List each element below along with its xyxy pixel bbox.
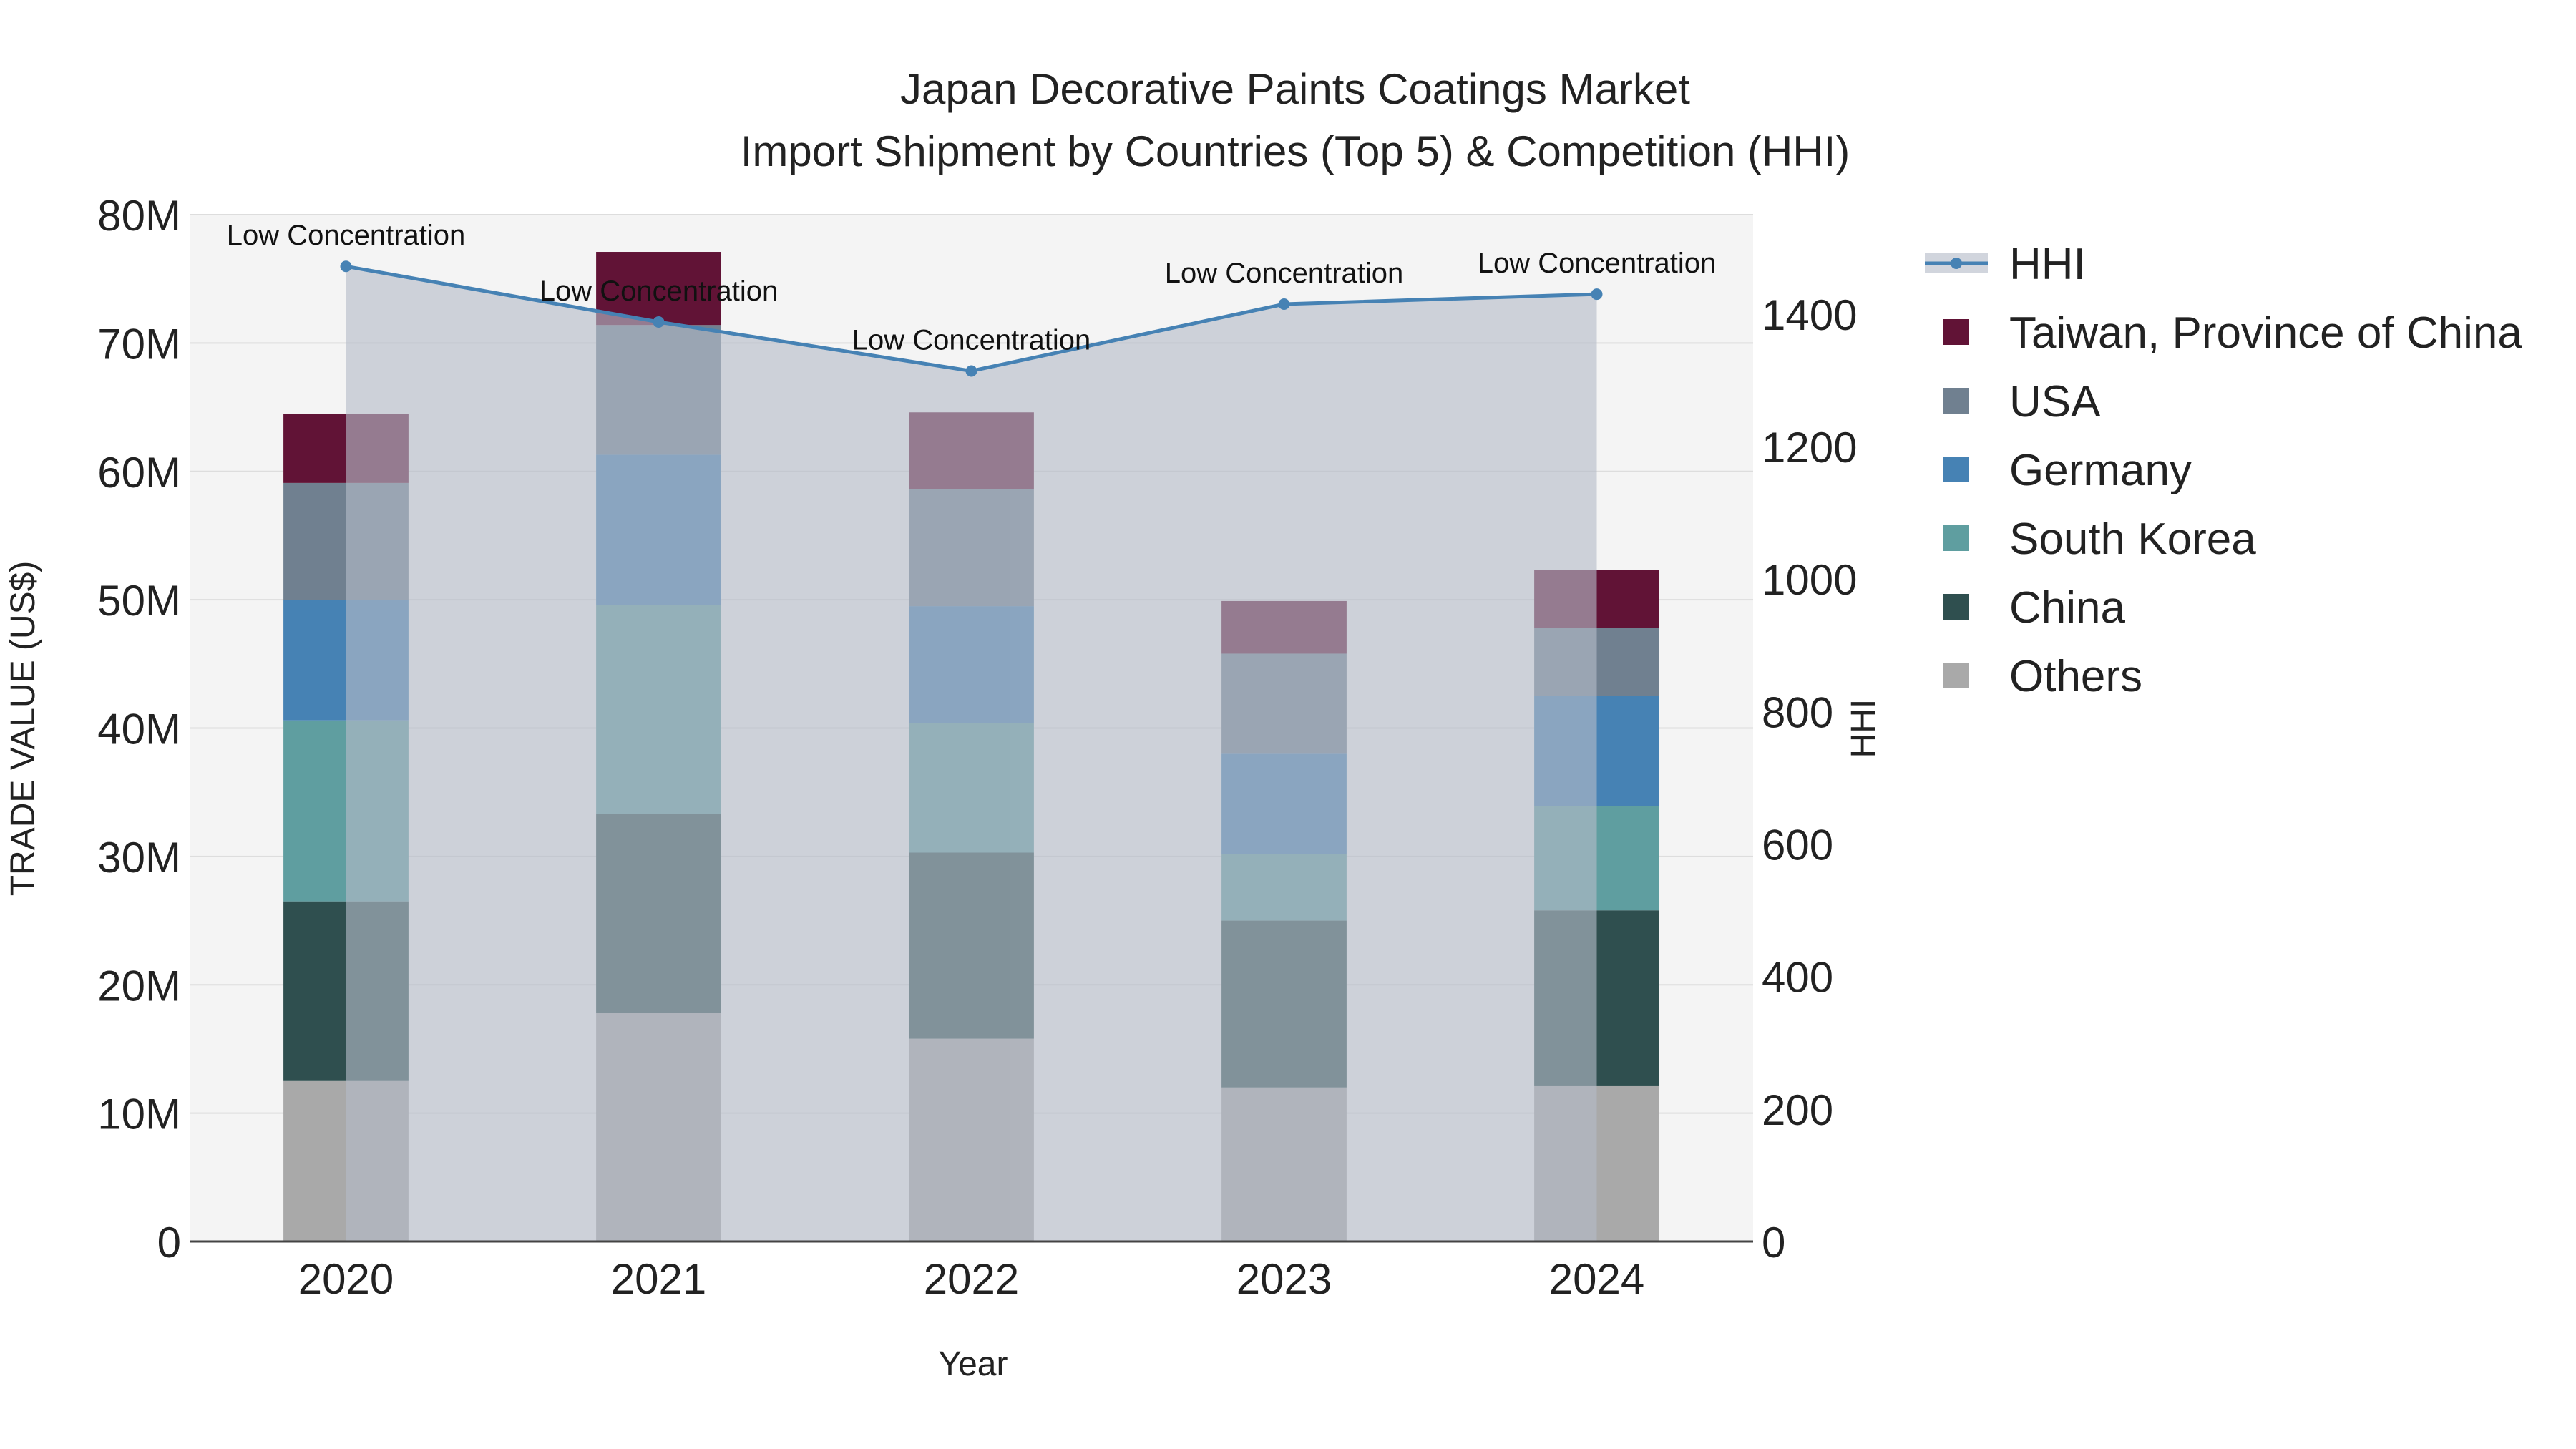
legend-label: Taiwan, Province of China bbox=[2009, 308, 2522, 358]
hhi-annotation: Low Concentration bbox=[1478, 248, 1717, 279]
hhi-point bbox=[340, 260, 352, 273]
legend-label: Others bbox=[2009, 652, 2142, 701]
y-tick-label: 50M bbox=[97, 577, 181, 625]
legend-swatch bbox=[1943, 388, 1969, 414]
y2-tick-label: 800 bbox=[1762, 688, 1833, 736]
x-axis-ticks: 2020 2021 2022 2023 2024 bbox=[298, 1255, 1644, 1303]
y2-tick-label: 1200 bbox=[1762, 424, 1857, 472]
y-tick-label: 60M bbox=[97, 449, 181, 497]
hhi-point bbox=[653, 316, 665, 328]
x-tick-label: 2022 bbox=[924, 1255, 1019, 1303]
hhi-annotation: Low Concentration bbox=[1165, 258, 1404, 289]
x-axis-title: Year bbox=[939, 1345, 1008, 1383]
chart-title-line1: Japan Decorative Paints Coatings Market bbox=[900, 65, 1690, 113]
y2-axis-title: HHI bbox=[1845, 699, 1883, 758]
hhi-point bbox=[1591, 288, 1603, 301]
y-tick-label: 80M bbox=[97, 192, 181, 240]
y2-tick-label: 0 bbox=[1762, 1219, 1785, 1267]
chart-title-line2: Import Shipment by Countries (Top 5) & C… bbox=[741, 127, 1850, 175]
legend-swatch bbox=[1943, 663, 1969, 688]
y-tick-label: 40M bbox=[97, 706, 181, 753]
legend-label: South Korea bbox=[2009, 514, 2256, 564]
y2-tick-label: 200 bbox=[1762, 1086, 1833, 1134]
x-tick-label: 2023 bbox=[1236, 1255, 1332, 1303]
legend-label: Germany bbox=[2009, 446, 2192, 495]
y2-tick-label: 600 bbox=[1762, 821, 1833, 869]
hhi-point bbox=[1278, 298, 1290, 310]
hhi-annotation: Low Concentration bbox=[540, 275, 779, 307]
legend-swatch bbox=[1943, 457, 1969, 482]
legend-label: China bbox=[2009, 583, 2126, 633]
y-tick-label: 10M bbox=[97, 1091, 181, 1138]
legend: HHI Taiwan, Province of China USA Germany So… bbox=[1925, 240, 2522, 701]
legend-swatch bbox=[1943, 594, 1969, 620]
hhi-point bbox=[965, 365, 977, 377]
hhi-layer: Low Concentration Low Concentration Low Co… bbox=[227, 220, 1717, 1241]
x-tick-label: 2020 bbox=[298, 1255, 394, 1303]
hhi-area bbox=[346, 266, 1597, 1241]
legend-hhi-marker bbox=[1951, 258, 1962, 269]
y2-tick-label: 1000 bbox=[1762, 556, 1857, 604]
y-axis-ticks: 0 10M 20M 30M 40M 50M 60M 70M 80M bbox=[97, 192, 181, 1267]
y2-tick-label: 1400 bbox=[1762, 291, 1857, 339]
y-tick-label: 70M bbox=[97, 320, 181, 368]
hhi-annotation: Low Concentration bbox=[852, 324, 1091, 356]
legend-swatch bbox=[1943, 319, 1969, 345]
x-tick-label: 2021 bbox=[611, 1255, 706, 1303]
y-tick-label: 20M bbox=[97, 962, 181, 1010]
y-axis-title: TRADE VALUE (US$) bbox=[4, 561, 42, 897]
y-tick-label: 0 bbox=[157, 1219, 181, 1267]
legend-label: USA bbox=[2009, 377, 2101, 426]
legend-label: HHI bbox=[2009, 240, 2086, 289]
y2-tick-label: 400 bbox=[1762, 954, 1833, 1002]
x-tick-label: 2024 bbox=[1549, 1255, 1644, 1303]
hhi-annotation: Low Concentration bbox=[227, 220, 466, 251]
y2-axis-ticks: 0 200 400 600 800 1000 1200 1400 bbox=[1762, 291, 1857, 1267]
legend-swatch bbox=[1943, 525, 1969, 551]
y-tick-label: 30M bbox=[97, 834, 181, 882]
